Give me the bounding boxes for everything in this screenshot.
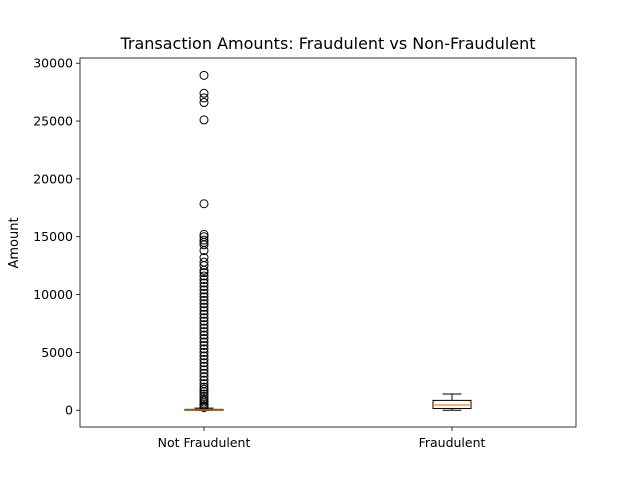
plot-area: 0 5000 10000 15000 20000 25000 30000 Not Fraudu… [33, 56, 577, 450]
y-tick-label: 25000 [33, 114, 73, 129]
outlier-point [199, 292, 209, 302]
outlier-point [199, 306, 209, 316]
chart-title: Transaction Amounts: Fraudulent vs Non-F… [119, 34, 535, 53]
outlier-point [199, 337, 209, 347]
outlier-point [199, 246, 209, 256]
x-tick-label: Not Fraudulent [158, 435, 251, 450]
outlier-point [199, 365, 209, 375]
outlier-point [199, 344, 209, 354]
x-tick-label: Fraudulent [419, 435, 486, 450]
y-tick-label: 20000 [33, 171, 73, 186]
y-tick-label: 0 [65, 403, 73, 418]
outlier-point [199, 368, 209, 378]
outlier-point [199, 271, 209, 281]
outlier-point [199, 309, 209, 319]
y-tick-label: 15000 [33, 229, 73, 244]
outlier-point [199, 115, 209, 125]
outlier-point [199, 98, 209, 108]
outlier-point [199, 375, 209, 385]
outlier-point [199, 265, 209, 275]
outlier-point [199, 70, 209, 80]
outlier-point [199, 88, 209, 98]
outlier-point [199, 285, 209, 295]
outlier-point [199, 316, 209, 326]
outlier-point [199, 93, 209, 103]
outlier-point [199, 340, 209, 350]
outlier-point [199, 372, 209, 382]
outlier-point [199, 347, 209, 357]
outlier-point [199, 240, 209, 250]
outlier-point [199, 275, 209, 285]
outlier-point [199, 330, 209, 340]
outlier-point [199, 199, 209, 209]
outlier-point [199, 358, 209, 368]
y-axis-label: Amount [7, 217, 22, 268]
outlier-point [199, 299, 209, 309]
outlier-point [199, 235, 209, 245]
outlier-point [199, 334, 209, 344]
outlier-point [199, 278, 209, 288]
y-tick-label: 5000 [41, 345, 73, 360]
outlier-point [199, 288, 209, 298]
y-tick-label: 10000 [33, 287, 73, 302]
outlier-point [199, 302, 209, 312]
outlier-point [199, 382, 209, 392]
outlier-point [199, 295, 209, 305]
outlier-point [199, 351, 209, 361]
outlier-point [199, 384, 209, 394]
outlier-point [199, 313, 209, 323]
outlier-point [199, 323, 209, 333]
outlier-point [199, 320, 209, 330]
outlier-point [199, 281, 209, 291]
y-tick-label: 30000 [33, 56, 73, 71]
outlier-point [199, 261, 209, 271]
outlier-point [199, 403, 209, 413]
axes-frame [79, 57, 577, 428]
outlier-point [199, 268, 209, 278]
outlier-point [199, 327, 209, 337]
outlier-point [199, 354, 209, 364]
outlier-point [199, 387, 209, 397]
outlier-point [199, 361, 209, 371]
